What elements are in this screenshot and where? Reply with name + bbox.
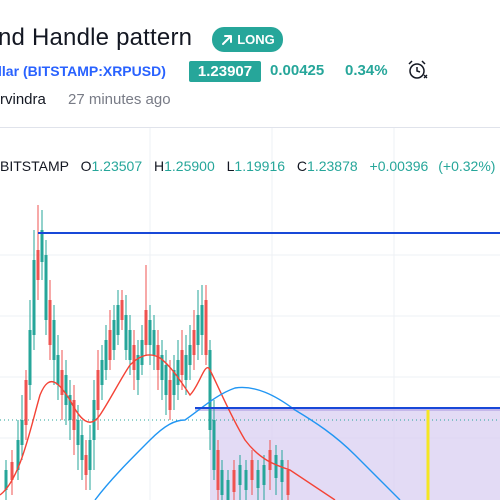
publish-time: 27 minutes ago — [68, 91, 171, 108]
candle-body — [250, 460, 254, 480]
candle-body — [60, 370, 64, 395]
candle-body — [20, 420, 24, 445]
candle-body — [160, 355, 164, 380]
candle-body — [100, 360, 104, 385]
candle-body — [132, 345, 136, 370]
candle-body — [256, 470, 260, 488]
close-label: C — [296, 158, 308, 174]
ohlc-legend: BITSTAMP O1.23507 H1.25900 L1.19916 C1.2… — [0, 158, 495, 174]
candle-body — [262, 465, 266, 485]
candle-body — [244, 470, 248, 490]
candle-body — [220, 470, 224, 495]
candle-body — [196, 315, 200, 345]
candle-body — [216, 450, 220, 490]
candle-body — [136, 355, 140, 380]
candle-body — [172, 370, 176, 395]
high-value: 1.25900 — [164, 158, 215, 174]
moving-average-red — [0, 354, 336, 500]
candle-body — [268, 450, 272, 470]
candle-body — [232, 470, 236, 492]
candle-body — [52, 320, 56, 360]
candle-body — [226, 480, 230, 500]
candle-body — [280, 460, 284, 482]
candle-body — [68, 395, 72, 420]
close-value: 1.23878 — [307, 158, 358, 174]
candle-body — [40, 230, 44, 262]
candle-body — [192, 330, 196, 355]
candle-body — [36, 250, 40, 280]
symbol-link[interactable]: (BITSTAMP:XRPUSD) — [23, 63, 166, 79]
candle-body — [274, 455, 278, 478]
candle-body — [104, 340, 108, 370]
candle-body — [188, 345, 192, 365]
candle-body — [212, 420, 216, 470]
candlestick-series — [4, 205, 290, 500]
candle-body — [152, 330, 156, 355]
candle-body — [84, 455, 88, 475]
header-divider — [0, 127, 500, 128]
projection-zone — [210, 408, 500, 500]
legend-change-percent: (+0.32%) — [438, 158, 496, 174]
symbol-row[interactable]: llar (BITSTAMP:XRPUSD) — [0, 60, 166, 82]
author-name[interactable]: rvindra — [0, 91, 46, 108]
candle-body — [80, 435, 84, 460]
open-label: O — [80, 158, 92, 174]
candle-body — [184, 355, 188, 380]
candle-body — [128, 330, 132, 360]
open-value: 1.23507 — [91, 158, 143, 174]
legend-source: BITSTAMP — [0, 158, 69, 174]
candle-body — [88, 440, 92, 470]
candle-body — [64, 375, 68, 405]
candle-body — [76, 420, 80, 445]
alarm-clock-icon[interactable] — [405, 58, 429, 82]
candle-body — [28, 330, 32, 385]
chart-canvas[interactable] — [0, 128, 500, 500]
long-badge-label: LONG — [237, 32, 275, 47]
candle-body — [32, 260, 36, 335]
candle-body — [120, 300, 124, 320]
symbol-prefix[interactable]: llar — [0, 63, 20, 79]
candle-body — [204, 300, 208, 355]
low-value: 1.19916 — [234, 158, 286, 174]
candle-body — [10, 462, 14, 480]
candle-body — [96, 370, 100, 410]
candle-body — [164, 365, 168, 395]
price-change: 0.00425 — [270, 62, 325, 79]
candle-body — [24, 380, 28, 425]
candle-body — [48, 300, 52, 345]
moving-average-blue — [94, 386, 401, 500]
price-chart[interactable] — [0, 128, 500, 500]
candle-body — [116, 305, 120, 335]
candle-body — [176, 360, 180, 385]
candle-body — [124, 315, 128, 350]
candle-body — [56, 355, 60, 385]
candle-body — [144, 310, 148, 345]
high-label: H — [154, 158, 165, 174]
candle-body — [92, 400, 96, 440]
arrow-up-right-icon — [222, 34, 233, 45]
last-price: 1.23907 — [189, 61, 261, 82]
price-change-percent: 0.34% — [345, 62, 388, 79]
candle-body — [4, 470, 8, 490]
candle-body — [200, 305, 204, 335]
candle-body — [168, 380, 172, 410]
idea-title: nd Handle pattern — [0, 24, 193, 51]
candle-body — [16, 440, 20, 470]
candle-body — [286, 470, 290, 495]
projection-zone-top — [195, 408, 500, 411]
candle-body — [140, 340, 144, 365]
candle-body — [238, 465, 242, 485]
candle-body — [108, 330, 112, 360]
long-badge: LONG — [212, 27, 283, 52]
candle-body — [112, 320, 116, 350]
candle-body — [44, 255, 48, 320]
legend-change: +0.00396 — [369, 158, 429, 174]
candle-body — [72, 400, 76, 430]
candle-body — [208, 350, 212, 430]
candle-body — [148, 320, 152, 345]
low-label: L — [226, 158, 235, 174]
candle-body — [180, 350, 184, 375]
